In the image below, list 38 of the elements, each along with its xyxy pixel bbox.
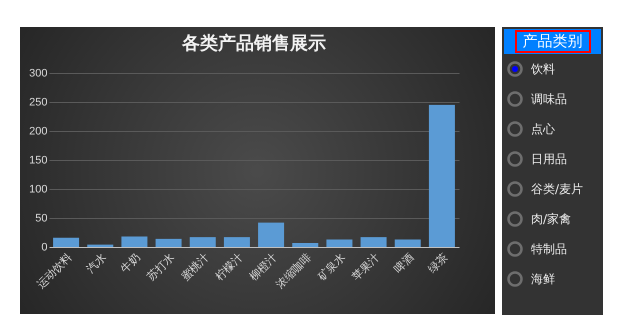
y-tick-label: 200 xyxy=(29,126,48,138)
y-tick-label: 150 xyxy=(29,154,48,166)
bar xyxy=(394,239,421,247)
category-label: 饮料 xyxy=(531,60,555,78)
x-tick-label: 牛奶 xyxy=(118,250,143,276)
y-tick-label: 300 xyxy=(29,68,48,80)
bar xyxy=(326,239,352,247)
text: 产品类别 xyxy=(514,30,590,53)
x-tick-label: 柠檬汁 xyxy=(212,250,246,284)
bar xyxy=(156,238,182,247)
x-tick-label: 矿泉水 xyxy=(314,250,348,284)
y-tick-label: 250 xyxy=(29,96,48,108)
bar xyxy=(190,237,216,247)
y-tick-label: 0 xyxy=(41,242,48,254)
bar xyxy=(292,242,318,247)
category-label: 海鲜 xyxy=(531,270,555,288)
x-tick-label: 苹果汁 xyxy=(350,250,382,284)
category-label: 特制品 xyxy=(531,240,567,258)
x-tick-label: 苏打水 xyxy=(144,250,178,284)
x-tick-label: 蜜桃汁 xyxy=(178,250,212,284)
x-tick-label: 绿茶 xyxy=(426,250,450,276)
bar xyxy=(121,236,148,247)
category-label: 调味品 xyxy=(531,90,567,108)
y-tick-label: 50 xyxy=(35,212,48,224)
x-tick-label: 啤酒 xyxy=(391,250,416,276)
bar xyxy=(224,237,250,247)
category-label: 点心 xyxy=(531,120,555,138)
category-label: 肉/家禽 xyxy=(531,210,572,228)
x-tick-label: 汽水 xyxy=(84,250,109,276)
x-tick-label: 运动饮料 xyxy=(34,250,75,292)
bar xyxy=(428,104,455,247)
bar xyxy=(360,237,387,247)
bar xyxy=(258,222,284,247)
category-label: 谷类/麦片 xyxy=(531,180,584,198)
bar xyxy=(53,238,80,247)
chart-title: 各类产品销售展示 xyxy=(181,33,326,54)
y-tick-label: 100 xyxy=(29,184,48,196)
category-label: 日用品 xyxy=(531,150,567,168)
